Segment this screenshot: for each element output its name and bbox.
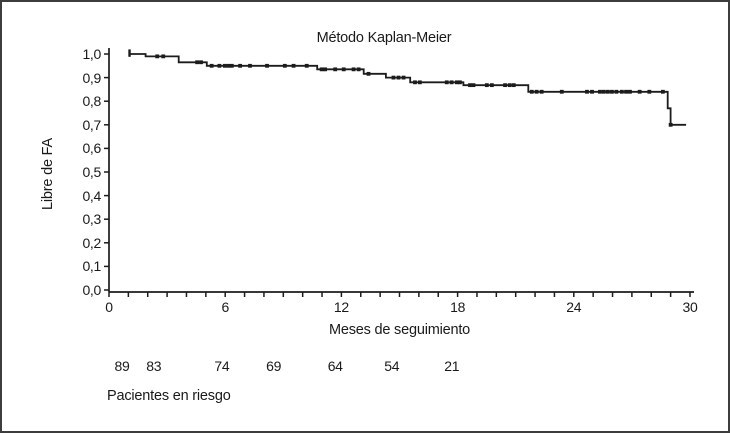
censor-mark bbox=[619, 89, 624, 94]
patients-at-risk-value: 74 bbox=[214, 358, 230, 374]
censor-mark bbox=[417, 80, 422, 85]
censor-mark bbox=[333, 67, 338, 72]
censor-mark bbox=[598, 89, 602, 94]
censor-mark bbox=[628, 89, 632, 94]
censor-mark bbox=[489, 83, 494, 88]
censor-mark bbox=[468, 83, 472, 88]
y-tick-label: 0,6 bbox=[82, 140, 101, 157]
censor-mark bbox=[507, 83, 512, 88]
x-tick-label: 18 bbox=[450, 299, 466, 315]
risk-table-label: Pacientes en riesgo bbox=[107, 388, 231, 404]
censor-mark bbox=[351, 67, 356, 72]
censor-mark bbox=[209, 63, 214, 68]
censor-mark bbox=[222, 63, 227, 68]
y-tick-label: 0,0 bbox=[82, 282, 101, 298]
censor-mark bbox=[601, 89, 606, 94]
censor-mark bbox=[391, 75, 396, 80]
censor-mark bbox=[195, 60, 200, 65]
chart-title: Método Kaplan-Meier bbox=[316, 30, 452, 46]
censor-mark bbox=[319, 67, 324, 72]
y-tick-label: 0,8 bbox=[82, 93, 101, 110]
censor-mark bbox=[341, 67, 346, 72]
censor-mark bbox=[471, 83, 476, 88]
censor-mark bbox=[614, 89, 619, 94]
y-tick-label: 0,4 bbox=[82, 187, 101, 204]
censor-mark bbox=[647, 89, 652, 94]
patients-at-risk-value: 69 bbox=[266, 358, 282, 374]
censor-mark bbox=[484, 83, 489, 88]
patients-at-risk-value: 21 bbox=[444, 358, 460, 374]
censor-mark bbox=[529, 89, 534, 94]
censor-mark bbox=[199, 60, 203, 65]
censor-mark bbox=[265, 63, 269, 68]
censor-mark bbox=[585, 89, 589, 94]
censor-mark bbox=[413, 80, 417, 85]
censor-mark bbox=[161, 54, 166, 59]
censor-mark bbox=[449, 80, 454, 85]
censor-mark bbox=[238, 63, 243, 68]
censor-mark bbox=[590, 89, 594, 94]
x-axis-label: Meses de seguimiento bbox=[328, 322, 471, 338]
y-tick-label: 0,3 bbox=[82, 211, 101, 228]
censor-mark bbox=[534, 89, 539, 94]
censor-mark bbox=[356, 67, 361, 72]
censor-mark bbox=[559, 89, 564, 94]
censor-mark bbox=[637, 89, 642, 94]
x-tick-label: 24 bbox=[566, 299, 582, 315]
censor-mark bbox=[229, 63, 234, 68]
censor-mark bbox=[539, 89, 544, 94]
x-tick-label: 12 bbox=[333, 299, 349, 315]
x-tick-label: 30 bbox=[682, 299, 698, 315]
censor-mark bbox=[128, 49, 131, 57]
censor-mark bbox=[660, 89, 665, 94]
censor-mark bbox=[444, 80, 449, 85]
censor-mark bbox=[511, 83, 516, 88]
x-tick-label: 6 bbox=[221, 299, 229, 315]
censor-mark bbox=[668, 122, 673, 127]
y-tick-label: 1,0 bbox=[82, 46, 101, 62]
censor-mark bbox=[366, 71, 371, 76]
y-tick-label: 0,5 bbox=[82, 164, 101, 180]
patients-at-risk-value: 89 bbox=[114, 358, 130, 374]
censor-mark bbox=[454, 80, 459, 85]
y-tick-label: 0,1 bbox=[82, 258, 101, 275]
patients-at-risk-value: 64 bbox=[327, 358, 343, 374]
censor-mark bbox=[323, 67, 328, 72]
censor-mark bbox=[248, 63, 252, 68]
censor-mark bbox=[217, 63, 222, 68]
censor-mark bbox=[304, 63, 309, 68]
censor-mark bbox=[155, 54, 160, 59]
survival-curve bbox=[129, 53, 687, 126]
y-tick-label: 0,9 bbox=[82, 69, 101, 86]
censor-mark bbox=[282, 63, 287, 68]
y-tick-label: 0,7 bbox=[82, 116, 101, 133]
censor-mark bbox=[610, 89, 614, 94]
patients-at-risk-value: 54 bbox=[384, 358, 400, 374]
censor-mark bbox=[396, 75, 401, 80]
patients-at-risk-value: 83 bbox=[146, 358, 162, 374]
censor-mark bbox=[503, 83, 507, 88]
censor-mark bbox=[458, 80, 462, 85]
censor-mark bbox=[291, 63, 296, 68]
censor-mark bbox=[401, 75, 406, 80]
censor-mark bbox=[605, 89, 610, 94]
y-tick-label: 0,2 bbox=[82, 234, 101, 251]
censor-mark bbox=[226, 63, 231, 68]
censor-mark bbox=[624, 89, 628, 94]
x-tick-label: 0 bbox=[105, 299, 113, 315]
